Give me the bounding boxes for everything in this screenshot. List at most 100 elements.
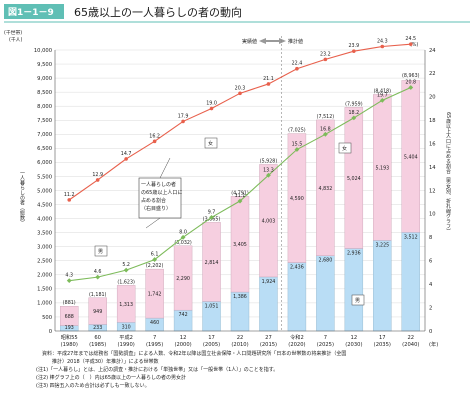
total-value-label: (4,791) — [231, 190, 249, 196]
bar-female — [173, 245, 193, 311]
male-line-tag — [94, 245, 108, 257]
male-rate-point — [379, 97, 385, 103]
left-axis-label: 一人暮らしの者（総数） — [19, 170, 25, 225]
bars: 193 688 (881) 233 949 (1,181) 310 1,313 (1,623) 4… — [60, 73, 420, 332]
right-tick-label: 22 — [429, 71, 436, 77]
bar-male — [287, 262, 307, 332]
total-value-label: (7,025) — [288, 128, 306, 134]
arrow-left-icon — [259, 38, 266, 44]
female-value-label: 4,832 — [319, 186, 333, 192]
right-tick-label: 18 — [429, 118, 436, 124]
bar-female — [373, 94, 392, 241]
left-tick-label: 3,500 — [37, 230, 52, 236]
period-actual: 実績値 — [242, 38, 257, 45]
note-2: (注2) 棒グラフ上の（ ）内は65歳以上の一人暮らしの者の男女計 — [36, 374, 186, 381]
male-rate-point — [123, 267, 129, 273]
legend-callout-text: 一人暮らしの者の65歳以上人口に占める割合（右目盛り） — [141, 181, 182, 212]
bar-male — [316, 255, 335, 332]
male-rate-point — [152, 257, 158, 262]
x-tick-year: (2035) — [374, 342, 391, 348]
male-rate-point — [294, 147, 300, 152]
total-value-label: (2,202) — [146, 263, 164, 269]
female-value-label: 4,590 — [290, 196, 304, 202]
male-rate-label: 18.2 — [349, 110, 360, 116]
total-value-label: (3,032) — [174, 240, 192, 246]
right-tick-label: 10 — [429, 212, 436, 218]
x-tick-era: 12 — [351, 335, 358, 341]
legend-callout-box — [138, 177, 182, 219]
callout-line: 占める割合 — [141, 197, 166, 204]
female-value-label: 5,024 — [347, 176, 361, 182]
male-rate-label: 19.7 — [377, 92, 388, 98]
female-rate-label: 24.3 — [377, 38, 388, 44]
total-value-label: (1,623) — [117, 279, 135, 285]
x-tick-year: (2030) — [345, 342, 362, 348]
right-tick-label: 12 — [429, 188, 436, 194]
x-tick-year: (2040) — [402, 342, 419, 348]
female-rate-point — [380, 44, 385, 49]
left-axis: 0 500 1,000 1,500 2,000 2,500 3,000 3,500 4,000 4… — [34, 48, 56, 335]
left-axis-unit-1: (千世帯) — [4, 29, 22, 36]
female-rate-label: 19.0 — [206, 101, 217, 107]
female-rate-label: 11.2 — [64, 192, 75, 198]
male-value-label: 2,680 — [319, 258, 333, 264]
total-value-label: (5,928) — [260, 158, 278, 164]
left-tick-label: 1,000 — [37, 301, 52, 307]
male-bar-tag — [351, 294, 365, 306]
bar-male — [373, 240, 392, 332]
female-rate-point — [408, 42, 413, 46]
female-rate-point — [352, 49, 356, 53]
female-value-label: 4,003 — [262, 219, 276, 225]
female-value-label: 5,404 — [404, 154, 418, 160]
total-value-label: (7,512) — [317, 114, 335, 120]
left-tick-label: 500 — [42, 315, 52, 321]
male-rate-label: 9.7 — [208, 209, 216, 215]
x-tick-era: 令和2 — [290, 333, 304, 341]
left-tick-label: 1,500 — [37, 287, 52, 293]
x-tick-era: 7 — [324, 335, 327, 341]
x-tick-era: 7 — [153, 335, 156, 341]
bar-female — [316, 119, 335, 256]
x-tick-year: (1985) — [89, 342, 106, 348]
female-rate-point — [124, 157, 128, 161]
x-axis-unit: (年) — [429, 340, 438, 348]
x-tick-year: (2020) — [288, 342, 305, 348]
female-rate-label: 12.9 — [92, 172, 103, 178]
male-rate-label: 15.5 — [292, 142, 303, 148]
x-tick-era: 60 — [94, 335, 101, 341]
x-tick-era: 17 — [208, 335, 215, 341]
male-rate-point — [209, 215, 214, 220]
lines: 11.2 12.9 14.7 16.2 17.9 19.0 20.3 21.1 22.4 23.2… — [64, 36, 416, 284]
female-value-label: 688 — [65, 314, 74, 320]
left-tick-label: 8,500 — [37, 90, 52, 96]
note-1: (注1)「一人暮らし」とは、上記の調査・推計における「単独世帯」又は「一般世帯（… — [36, 366, 278, 373]
female-rate-label: 23.9 — [349, 43, 360, 49]
left-tick-label: 9,500 — [37, 62, 52, 68]
left-tick-label: 5,500 — [37, 174, 52, 180]
male-value-label: 742 — [178, 312, 187, 318]
bar-male — [259, 276, 278, 332]
left-tick-label: 8,000 — [37, 104, 52, 110]
female-value-label: 2,290 — [176, 276, 190, 282]
male-value-label: 1,386 — [233, 294, 247, 300]
left-tick-label: 2,500 — [37, 259, 52, 265]
notes: 資料：平成27年までは総務省「国勢調査」による人数、令和2年以降は国立社会保障・… — [36, 350, 346, 389]
total-value-label: (881) — [63, 300, 76, 306]
left-tick-label: 5,000 — [37, 188, 52, 194]
callout-line: の65歳以上人口に — [141, 189, 182, 196]
male-rate-label: 13.3 — [263, 167, 274, 173]
x-axis: 昭和55(1980)60(1985)平成2(1990)7(1995)12(200… — [55, 330, 438, 348]
x-tick-era: 12 — [180, 335, 187, 341]
x-tick-year: (1990) — [118, 342, 135, 348]
left-tick-label: 4,500 — [37, 202, 52, 208]
left-tick-label: 10,000 — [34, 48, 52, 54]
female-rate-label: 22.4 — [292, 61, 303, 67]
female-rate-point — [295, 66, 299, 71]
female-rate-point — [181, 119, 185, 124]
bar-female — [259, 164, 278, 278]
callout-leader-top — [159, 157, 171, 179]
female-value-label: 1,742 — [148, 292, 162, 298]
